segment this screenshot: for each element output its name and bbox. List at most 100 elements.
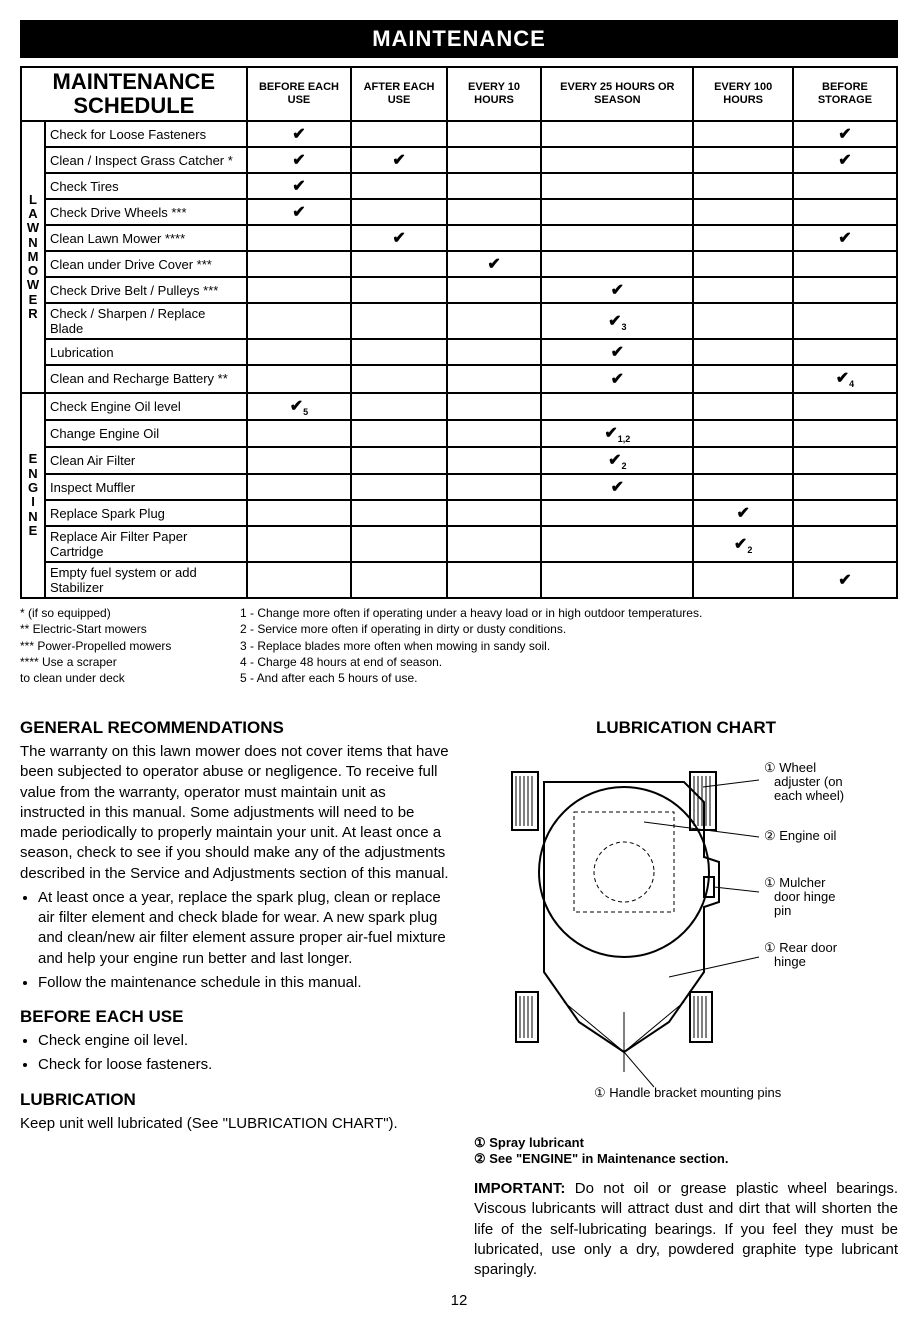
check-cell	[693, 420, 793, 447]
left-column: GENERAL RECOMMENDATIONS The warranty on …	[20, 704, 450, 1280]
check-cell	[447, 339, 542, 365]
footnote-right-line: 1 - Change more often if operating under…	[240, 605, 898, 621]
check-cell	[247, 500, 352, 526]
check-cell	[541, 393, 693, 420]
lube-legend-1: ① Spray lubricant	[474, 1135, 584, 1150]
check-cell	[247, 447, 352, 474]
footnote-right-line: 3 - Replace blades more often when mowin…	[240, 638, 898, 654]
check-cell	[693, 225, 793, 251]
check-cell	[247, 365, 352, 392]
check-cell	[541, 173, 693, 199]
chart-label-engine-oil: ② Engine oil	[764, 828, 836, 843]
check-cell	[447, 500, 542, 526]
svg-text:pin: pin	[774, 903, 791, 918]
task-cell: Empty fuel system or add Stabilizer	[45, 562, 247, 598]
check-cell	[793, 173, 897, 199]
check-cell	[447, 225, 542, 251]
footnote-left-line: * (if so equipped)	[20, 605, 220, 621]
check-cell	[541, 251, 693, 277]
task-cell: Check / Sharpen / Replace Blade	[45, 303, 247, 339]
check-cell	[693, 393, 793, 420]
check-cell	[447, 420, 542, 447]
check-cell	[351, 121, 446, 147]
check-cell	[693, 251, 793, 277]
check-cell: ✔4	[793, 365, 897, 392]
task-cell: Clean and Recharge Battery **	[45, 365, 247, 392]
check-cell	[541, 199, 693, 225]
check-cell	[447, 393, 542, 420]
svg-text:hinge: hinge	[774, 954, 806, 969]
check-cell: ✔	[793, 147, 897, 173]
check-cell: ✔2	[693, 526, 793, 562]
task-cell: Replace Spark Plug	[45, 500, 247, 526]
check-cell	[351, 339, 446, 365]
check-cell	[793, 303, 897, 339]
check-cell: ✔	[247, 199, 352, 225]
check-cell: ✔	[693, 500, 793, 526]
check-cell: ✔	[247, 121, 352, 147]
task-cell: Change Engine Oil	[45, 420, 247, 447]
check-cell	[351, 303, 446, 339]
check-cell	[351, 393, 446, 420]
list-item: Check for loose fasteners.	[38, 1055, 450, 1075]
lubrication-title: LUBRICATION	[20, 1090, 450, 1110]
before-each-use-title: BEFORE EACH USE	[20, 1007, 450, 1027]
task-cell: Check Drive Wheels ***	[45, 199, 247, 225]
check-cell	[793, 526, 897, 562]
check-cell	[693, 562, 793, 598]
before-bullets: Check engine oil level.Check for loose f…	[20, 1031, 450, 1076]
check-cell	[793, 447, 897, 474]
check-cell	[541, 562, 693, 598]
check-cell	[247, 562, 352, 598]
list-item: Follow the maintenance schedule in this …	[38, 973, 450, 993]
check-cell	[693, 147, 793, 173]
general-bullets: At least once a year, replace the spark …	[20, 888, 450, 993]
check-cell	[447, 526, 542, 562]
right-column: LUBRICATION CHART	[474, 704, 898, 1280]
check-cell: ✔	[351, 225, 446, 251]
chart-label-handle: ① Handle bracket mounting pins	[594, 1085, 782, 1100]
svg-text:each wheel): each wheel)	[774, 788, 844, 803]
check-cell: ✔	[541, 339, 693, 365]
check-cell: ✔5	[247, 393, 352, 420]
general-body: The warranty on this lawn mower does not…	[20, 742, 450, 884]
check-cell	[541, 147, 693, 173]
check-cell	[447, 121, 542, 147]
check-cell	[247, 225, 352, 251]
check-cell	[793, 474, 897, 500]
check-cell: ✔	[247, 173, 352, 199]
task-cell: Clean / Inspect Grass Catcher *	[45, 147, 247, 173]
check-cell	[351, 474, 446, 500]
chart-label-rear-door: ① Rear door	[764, 940, 838, 955]
important-label: IMPORTANT:	[474, 1180, 565, 1197]
col-header-5: BEFORE STORAGE	[793, 67, 897, 121]
check-cell	[793, 339, 897, 365]
check-cell: ✔	[447, 251, 542, 277]
check-cell	[793, 251, 897, 277]
check-cell: ✔	[793, 225, 897, 251]
check-cell	[793, 420, 897, 447]
footnote-left-line: **** Use a scraper	[20, 654, 220, 670]
check-cell	[351, 526, 446, 562]
check-cell: ✔	[351, 147, 446, 173]
check-cell	[351, 420, 446, 447]
footnote-left-line: ** Electric-Start mowers	[20, 621, 220, 637]
check-cell	[351, 562, 446, 598]
check-cell: ✔	[541, 474, 693, 500]
check-cell	[541, 500, 693, 526]
check-cell: ✔	[247, 147, 352, 173]
check-cell	[541, 526, 693, 562]
check-cell	[447, 303, 542, 339]
check-cell	[447, 199, 542, 225]
task-cell: Replace Air Filter Paper Cartridge	[45, 526, 247, 562]
check-cell	[247, 526, 352, 562]
check-cell	[447, 447, 542, 474]
general-recommendations-title: GENERAL RECOMMENDATIONS	[20, 718, 450, 738]
group-label: LAWN MOWER	[21, 121, 45, 392]
lube-legend-2: ② See "ENGINE" in Maintenance section.	[474, 1151, 728, 1166]
check-cell	[447, 173, 542, 199]
check-cell	[247, 474, 352, 500]
check-cell	[447, 365, 542, 392]
col-header-0: BEFORE EACH USE	[247, 67, 352, 121]
table-title: MAINTENANCE SCHEDULE	[21, 67, 247, 121]
